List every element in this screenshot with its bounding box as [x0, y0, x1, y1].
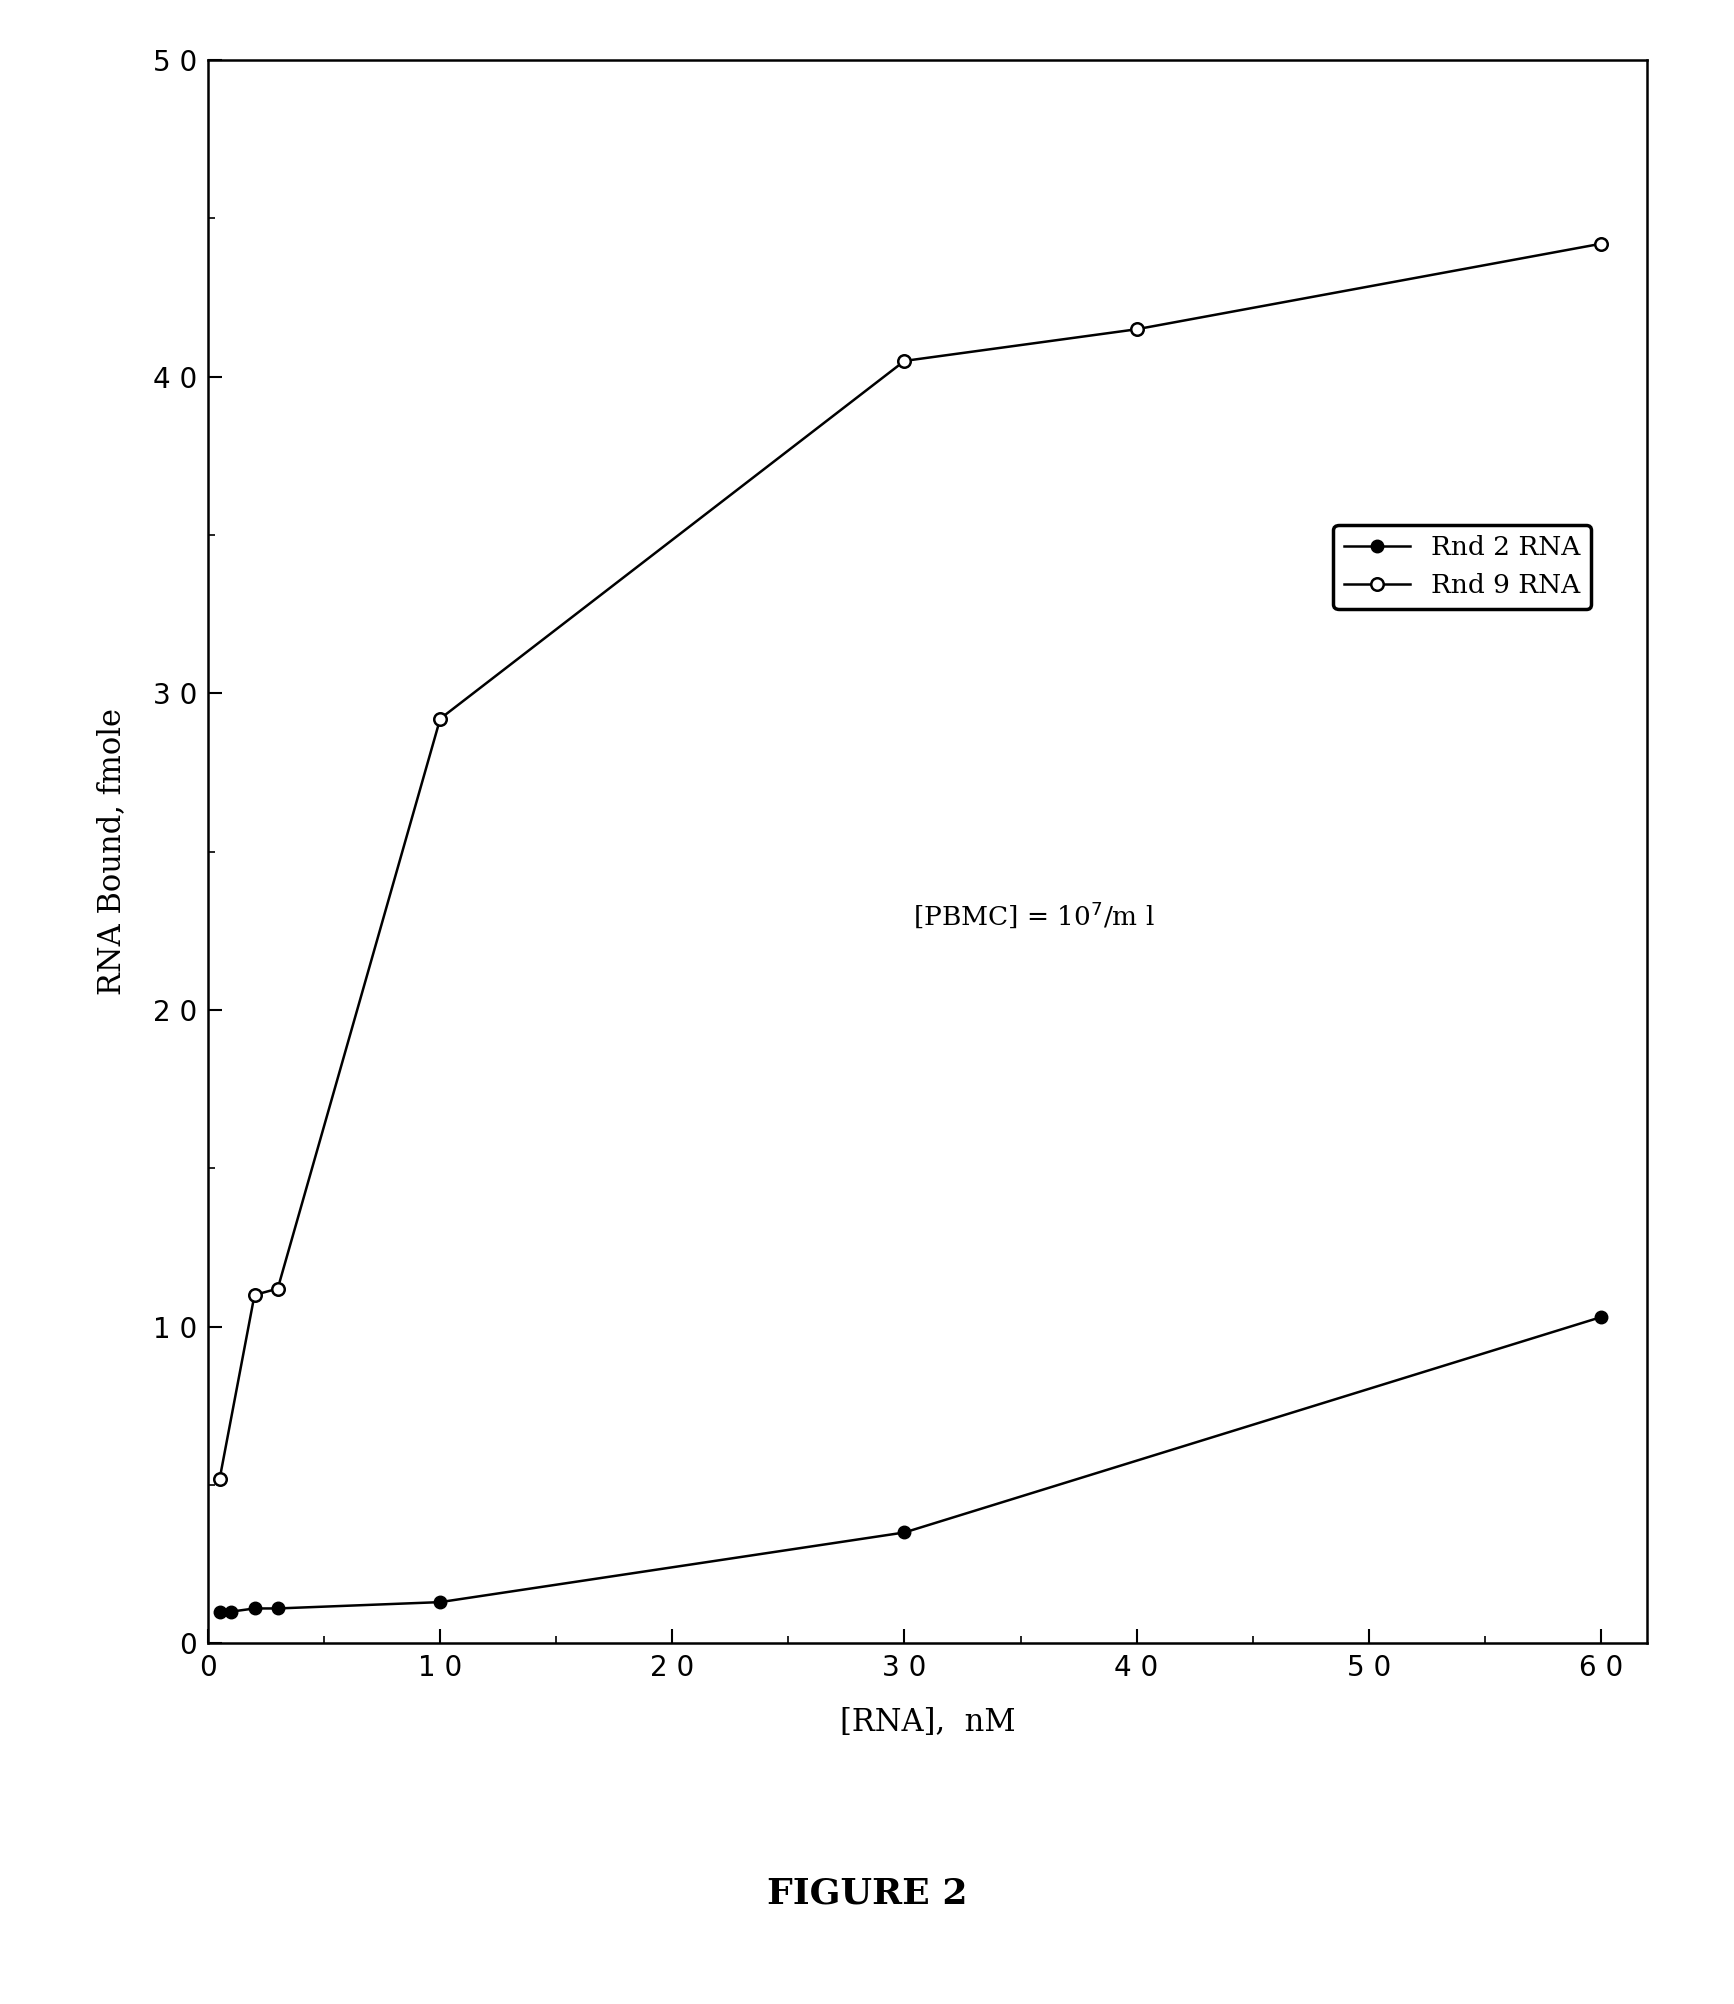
Text: FIGURE 2: FIGURE 2	[766, 1878, 968, 1910]
Rnd 9 RNA	[1125, 317, 1146, 341]
Rnd 9 RNA	[210, 1467, 231, 1491]
Rnd 9 RNA	[244, 1283, 265, 1307]
Rnd 2 RNA	[220, 1599, 241, 1623]
X-axis label: [RNA],  nM: [RNA], nM	[839, 1707, 1016, 1737]
Rnd 2 RNA	[895, 1521, 916, 1545]
Y-axis label: RNA Bound, fmole: RNA Bound, fmole	[97, 707, 128, 996]
Text: [PBMC] = 10$^{7}$/m l: [PBMC] = 10$^{7}$/m l	[914, 900, 1155, 930]
Rnd 2 RNA	[430, 1589, 451, 1613]
Line: Rnd 9 RNA: Rnd 9 RNA	[213, 238, 1607, 1485]
Rnd 2 RNA	[210, 1599, 231, 1623]
Line: Rnd 2 RNA: Rnd 2 RNA	[213, 1311, 1607, 1617]
Rnd 9 RNA	[430, 707, 451, 731]
Rnd 2 RNA	[244, 1597, 265, 1621]
Rnd 9 RNA	[895, 349, 916, 373]
Rnd 2 RNA	[1590, 1305, 1611, 1329]
Rnd 2 RNA	[267, 1597, 288, 1621]
Rnd 9 RNA	[267, 1277, 288, 1301]
Legend: Rnd 2 RNA, Rnd 9 RNA: Rnd 2 RNA, Rnd 9 RNA	[1333, 525, 1590, 609]
Rnd 9 RNA	[1590, 232, 1611, 257]
